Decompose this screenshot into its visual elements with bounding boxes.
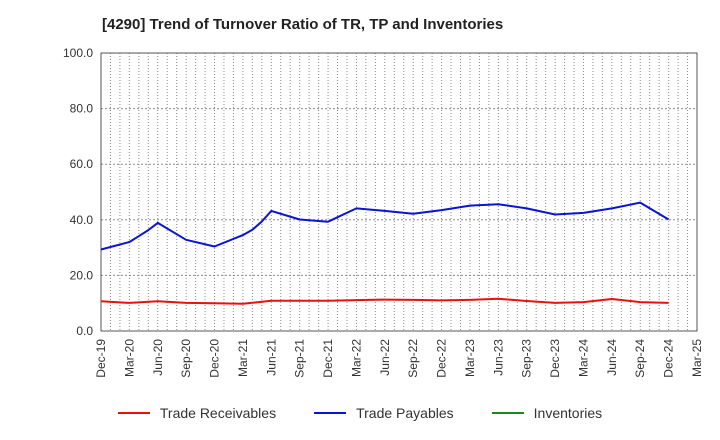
x-tick-label: Mar-20 xyxy=(122,339,136,377)
y-tick-label: 40.0 xyxy=(70,213,94,227)
x-tick-label: Mar-25 xyxy=(690,339,704,377)
x-tick-label: Dec-19 xyxy=(94,339,108,378)
legend-swatch-trade-payables xyxy=(314,412,347,414)
legend-item-inventories[interactable]: Inventories xyxy=(491,405,603,421)
x-tick-label: Sep-24 xyxy=(633,339,647,378)
y-tick-label: 20.0 xyxy=(70,268,94,282)
x-tick-label: Sep-23 xyxy=(520,339,534,378)
x-tick-label: Jun-23 xyxy=(491,339,505,376)
legend-label-trade-payables: Trade Payables xyxy=(356,405,454,421)
legend-label-trade-receivables: Trade Receivables xyxy=(159,405,277,421)
y-tick-label: 100.0 xyxy=(63,46,93,60)
legend-label-inventories: Inventories xyxy=(533,405,603,421)
x-tick-label: Dec-21 xyxy=(321,339,335,378)
plot-area-frame xyxy=(100,52,698,332)
x-tick-label: Dec-23 xyxy=(548,339,562,378)
y-tick-label: 80.0 xyxy=(70,102,94,116)
x-tick-label: Sep-20 xyxy=(179,339,193,378)
x-tick-label: Jun-22 xyxy=(378,339,392,376)
x-tick-label: Dec-24 xyxy=(662,339,676,378)
series-line-trade-payables xyxy=(100,201,670,251)
x-tick-label: Jun-21 xyxy=(264,339,278,376)
chart-title: [4290] Trend of Turnover Ratio of TR, TP… xyxy=(102,16,504,33)
legend-item-trade-payables[interactable]: Trade Payables xyxy=(314,405,454,421)
legend: Trade Receivables Trade Payables Invento… xyxy=(0,405,720,421)
legend-swatch-trade-receivables xyxy=(117,412,150,414)
x-tick-label: Jun-20 xyxy=(151,339,165,376)
legend-item-trade-receivables[interactable]: Trade Receivables xyxy=(117,405,277,421)
y-tick-label: 60.0 xyxy=(70,157,94,171)
x-tick-label: Jun-24 xyxy=(605,339,619,376)
x-tick-label: Sep-22 xyxy=(406,339,420,378)
y-tick-label: 0.0 xyxy=(76,324,93,338)
x-tick-label: Mar-21 xyxy=(236,339,250,377)
series-line-trade-receivables xyxy=(100,297,669,305)
x-tick-label: Mar-22 xyxy=(349,339,363,377)
x-tick-label: Mar-24 xyxy=(576,339,590,377)
x-tick-label: Dec-20 xyxy=(208,339,222,378)
x-tick-label: Mar-23 xyxy=(463,339,477,377)
legend-swatch-inventories xyxy=(491,412,524,414)
x-tick-label: Sep-21 xyxy=(293,339,307,378)
x-tick-label: Dec-22 xyxy=(435,339,449,378)
